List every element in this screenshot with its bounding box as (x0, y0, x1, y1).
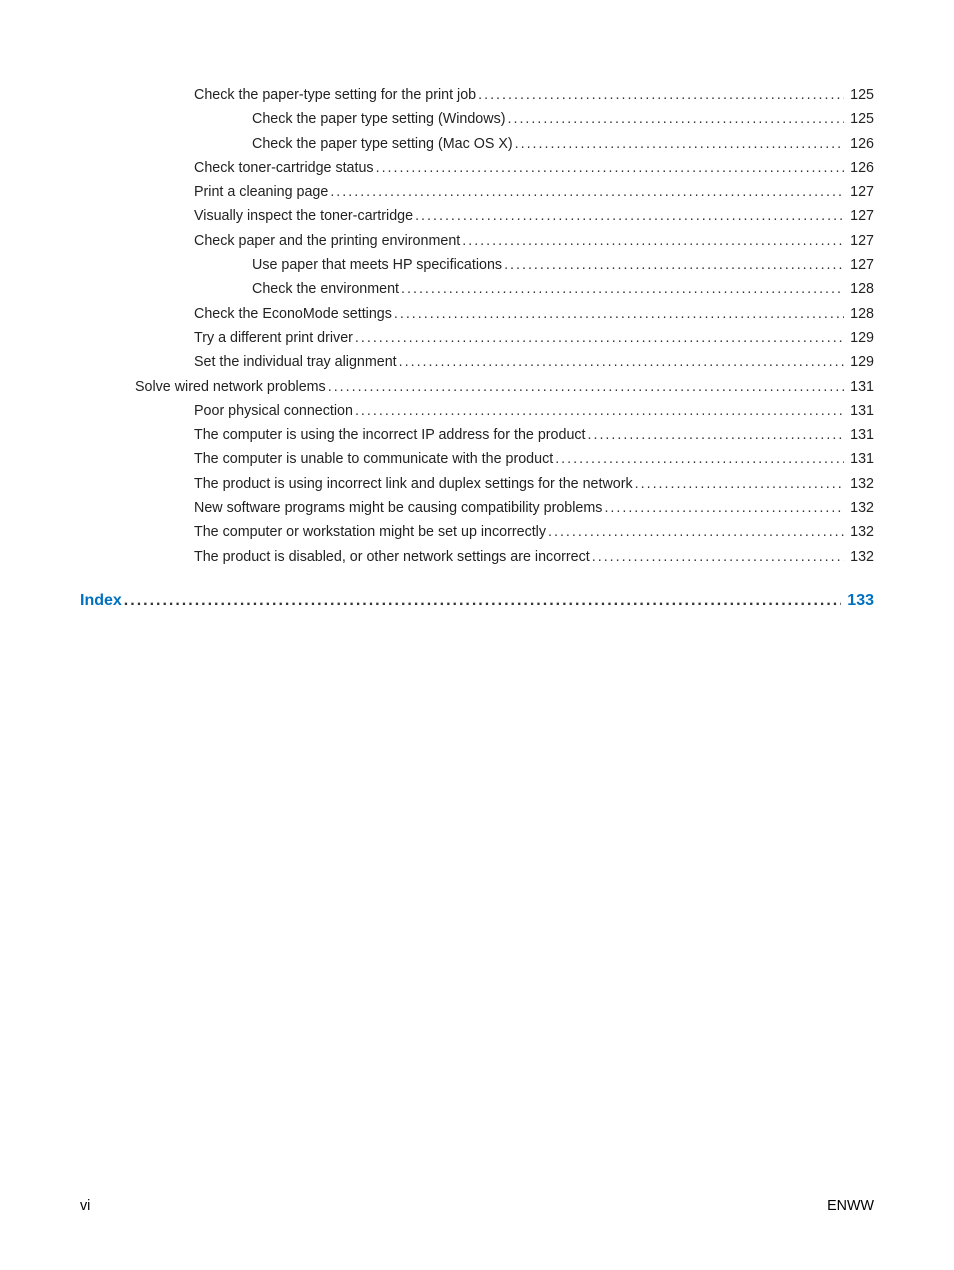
toc-entry-title: The product is using incorrect link and … (194, 477, 633, 491)
toc-leader (592, 550, 844, 564)
toc-page-number: 125 (846, 88, 874, 102)
toc-entry-title: Check the paper type setting (Mac OS X) (252, 137, 513, 151)
toc-leader (330, 185, 844, 199)
toc-entry[interactable]: Check the EconoMode settings 128 (80, 307, 874, 321)
toc-leader (508, 112, 845, 126)
toc-entry[interactable]: Check paper and the printing environment… (80, 234, 874, 248)
toc-entry-title: The computer is using the incorrect IP a… (194, 428, 586, 442)
toc-page-number: 128 (846, 282, 874, 296)
toc-leader (635, 477, 844, 491)
toc-page-number: 132 (846, 525, 874, 539)
toc-page-number: 126 (846, 161, 874, 175)
toc-leader (376, 161, 845, 175)
toc-entry-title: Try a different print driver (194, 331, 353, 345)
footer-left: vi (80, 1198, 90, 1214)
toc-entry-title: Check the paper type setting (Windows) (252, 112, 506, 126)
toc-leader (394, 307, 844, 321)
toc-entry[interactable]: Set the individual tray alignment 129 (80, 355, 874, 369)
toc-leader (399, 355, 844, 369)
toc-entry-title: The product is disabled, or other networ… (194, 550, 590, 564)
toc-page-number: 127 (846, 234, 874, 248)
toc-entry[interactable]: The product is using incorrect link and … (80, 477, 874, 491)
toc-page-number: 132 (846, 550, 874, 564)
toc-entry[interactable]: Print a cleaning page 127 (80, 185, 874, 199)
toc-leader (478, 88, 844, 102)
page: Check the paper-type setting for the pri… (0, 0, 954, 1270)
toc-leader (588, 428, 845, 442)
toc-entry[interactable]: Check the environment 128 (80, 282, 874, 296)
toc-entry-title: Set the individual tray alignment (194, 355, 397, 369)
toc-entry[interactable]: Visually inspect the toner-cartridge 127 (80, 209, 874, 223)
index-label: Index (80, 592, 122, 610)
toc-leader (548, 525, 844, 539)
toc-page-number: 127 (846, 185, 874, 199)
toc-entry-title: Use paper that meets HP specifications (252, 258, 502, 272)
toc-entry[interactable]: The product is disabled, or other networ… (80, 550, 874, 564)
toc-leader (604, 501, 844, 515)
index-page-number: 133 (843, 592, 874, 610)
toc-entry-title: Check toner-cartridge status (194, 161, 374, 175)
toc-leader (462, 234, 844, 248)
toc-entry-title: New software programs might be causing c… (194, 501, 602, 515)
toc-entry[interactable]: Poor physical connection 131 (80, 404, 874, 418)
toc-page-number: 131 (846, 380, 874, 394)
toc-entry[interactable]: Try a different print driver 129 (80, 331, 874, 345)
toc-entry-title: Poor physical connection (194, 404, 353, 418)
toc-leader (504, 258, 844, 272)
toc-entry[interactable]: Check the paper-type setting for the pri… (80, 88, 874, 102)
toc-entry-title: Visually inspect the toner-cartridge (194, 209, 413, 223)
toc-leader (415, 209, 844, 223)
toc-entry-title: Print a cleaning page (194, 185, 328, 199)
index-entry[interactable]: Index 133 (80, 592, 874, 610)
toc-entry[interactable]: The computer is unable to communicate wi… (80, 452, 874, 466)
toc-entry[interactable]: Check the paper type setting (Windows) 12… (80, 112, 874, 126)
toc-leader (355, 404, 844, 418)
toc-entry-title: The computer or workstation might be set… (194, 525, 546, 539)
toc-page-number: 132 (846, 501, 874, 515)
toc-leader (555, 452, 844, 466)
toc-entry-title: Check the paper-type setting for the pri… (194, 88, 476, 102)
toc-page-number: 131 (846, 452, 874, 466)
toc-entry[interactable]: Use paper that meets HP specifications 12… (80, 258, 874, 272)
toc-page-number: 126 (846, 137, 874, 151)
toc-page-number: 127 (846, 258, 874, 272)
toc-entry-title: The computer is unable to communicate wi… (194, 452, 553, 466)
toc-page-number: 131 (846, 404, 874, 418)
toc-leader (328, 380, 844, 394)
toc-entry[interactable]: Solve wired network problems 131 (80, 380, 874, 394)
toc-page-number: 129 (846, 331, 874, 345)
toc-entry[interactable]: Check toner-cartridge status 126 (80, 161, 874, 175)
toc-leader (355, 331, 844, 345)
toc-entry[interactable]: The computer is using the incorrect IP a… (80, 428, 874, 442)
toc-page-number: 128 (846, 307, 874, 321)
toc-entry[interactable]: New software programs might be causing c… (80, 501, 874, 515)
toc-entry[interactable]: Check the paper type setting (Mac OS X) 1… (80, 137, 874, 151)
table-of-contents: Check the paper-type setting for the pri… (80, 88, 874, 564)
page-footer: vi ENWW (80, 1198, 874, 1214)
index-leader (124, 592, 842, 610)
toc-entry-title: Solve wired network problems (135, 380, 326, 394)
toc-page-number: 127 (846, 209, 874, 223)
toc-entry-title: Check paper and the printing environment (194, 234, 460, 248)
toc-page-number: 132 (846, 477, 874, 491)
footer-right: ENWW (827, 1198, 874, 1214)
toc-entry-title: Check the EconoMode settings (194, 307, 392, 321)
toc-entry[interactable]: The computer or workstation might be set… (80, 525, 874, 539)
toc-leader (401, 282, 844, 296)
toc-page-number: 125 (846, 112, 874, 126)
toc-page-number: 131 (846, 428, 874, 442)
toc-entry-title: Check the environment (252, 282, 399, 296)
toc-leader (515, 137, 845, 151)
toc-page-number: 129 (846, 355, 874, 369)
